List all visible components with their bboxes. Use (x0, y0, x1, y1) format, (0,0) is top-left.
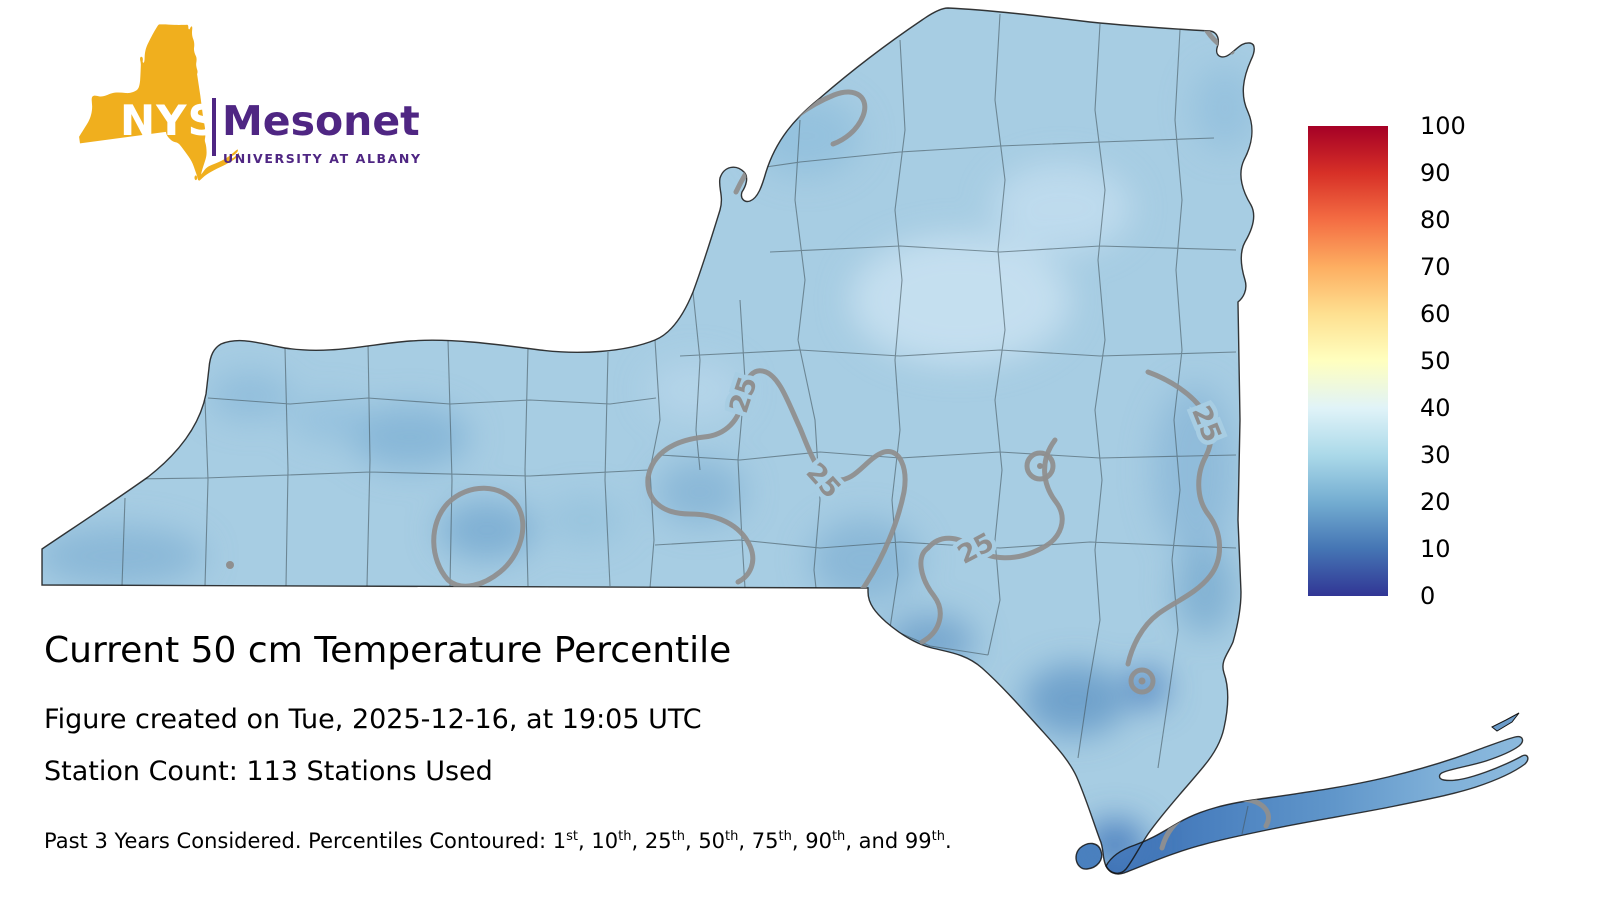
station-dot (1138, 677, 1146, 685)
contour-line (645, 475, 756, 585)
colorbar-tick: 70 (1420, 253, 1451, 281)
footer-sup: th (671, 829, 685, 844)
station-count: Station Count: 113 Stations Used (44, 756, 493, 787)
station-dot (226, 561, 234, 569)
footer-fragment: 10 (591, 829, 619, 853)
colorbar-tick: 60 (1420, 300, 1451, 328)
colorbar-gradient (1308, 126, 1388, 596)
colorbar-tick: 50 (1420, 347, 1451, 375)
colorbar-tick: 30 (1420, 441, 1451, 469)
footer-prefix: Past 3 Years Considered. Percentiles Con… (44, 829, 553, 853)
nys-mesonet-logo: NYS Mesonet UNIVERSITY AT ALBANY (36, 4, 456, 219)
logo-affiliation: UNIVERSITY AT ALBANY (223, 151, 422, 166)
logo-acronym: NYS (120, 96, 219, 145)
footer-fragment: , (684, 829, 699, 853)
colorbar: 100 90 80 70 60 50 40 30 20 10 0 (1308, 112, 1528, 626)
contour-line (431, 485, 526, 589)
contour-ring (1024, 450, 1056, 482)
colorbar-tick: 80 (1420, 206, 1451, 234)
footer-sup: th (931, 829, 945, 844)
colorbar-tick: 10 (1420, 535, 1451, 563)
contour-line (645, 368, 908, 643)
station-dot (1037, 463, 1043, 469)
footer-fragment: 25 (644, 829, 672, 853)
footer-fragment: 90 (805, 829, 832, 853)
colorbar-tick: 40 (1420, 394, 1451, 422)
colorbar-tick: 90 (1420, 159, 1451, 187)
page-title: Current 50 cm Temperature Percentile (44, 630, 732, 671)
footer-sup: th (725, 829, 739, 844)
footer-fragment: 1 (552, 829, 567, 853)
footer-note: Past 3 Years Considered. Percentiles Con… (44, 829, 952, 853)
footer-fragment: . (944, 829, 952, 853)
contour-ring (1128, 667, 1156, 695)
colorbar-tick: 100 (1420, 112, 1466, 140)
footer-sup: th (618, 829, 632, 844)
colorbar-tick: 0 (1420, 582, 1436, 610)
footer-fragment: 99 (904, 829, 932, 853)
footer-fragment: 75 (751, 829, 779, 853)
footer-sup: th (831, 829, 846, 844)
logo-divider (212, 98, 216, 156)
footer-fragment: , (631, 829, 645, 853)
footer-fragment: , and (845, 829, 905, 853)
footer-sup: st (566, 829, 579, 844)
logo-name: Mesonet (222, 97, 420, 145)
contour-line (1125, 369, 1223, 667)
percentile-contours (431, 8, 1271, 851)
created-timestamp: Figure created on Tue, 2025-12-16, at 19… (44, 704, 702, 735)
footer-sup: th (778, 829, 792, 844)
footer-fragment: 50 (698, 829, 726, 853)
footer-fragment: , (578, 829, 592, 853)
contour-line (918, 437, 1065, 645)
small-island (1491, 712, 1520, 732)
footer-fragment: , (791, 829, 806, 853)
footer-fragment: , (738, 829, 752, 853)
colorbar-tick: 20 (1420, 488, 1451, 516)
